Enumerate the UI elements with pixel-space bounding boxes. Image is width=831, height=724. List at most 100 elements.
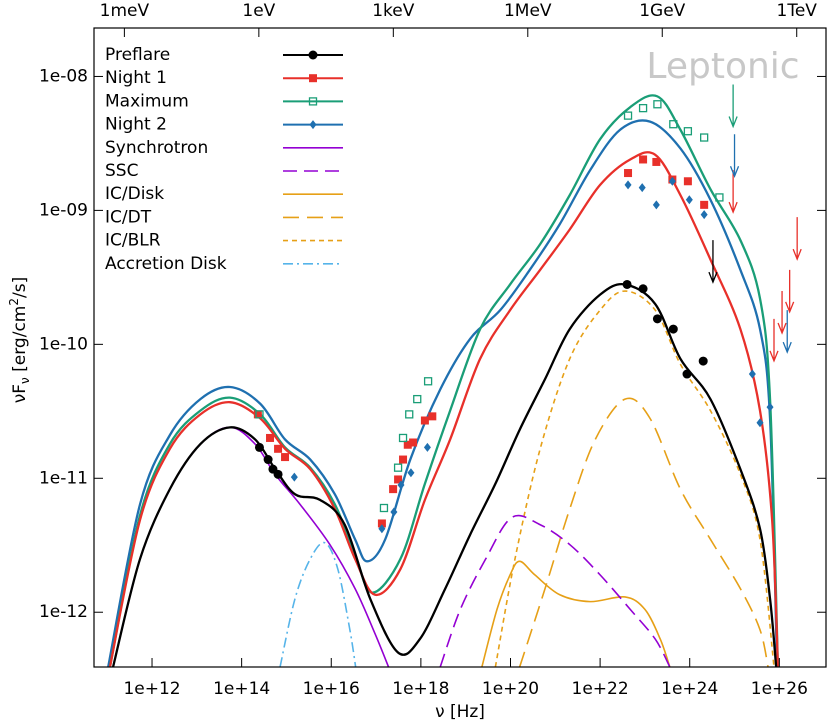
legend-label: Preflare: [105, 45, 170, 65]
legend-item: IC/Disk: [105, 184, 343, 204]
data-point: [756, 418, 764, 428]
data-point: [308, 50, 318, 60]
legend-item: Maximum: [105, 91, 343, 111]
plot-frame: [93, 27, 827, 668]
data-point: [379, 503, 389, 513]
data-point: [623, 111, 633, 120]
y-tick-label: 1e-09: [39, 200, 88, 220]
upper-limit: [785, 269, 795, 314]
data-point: [255, 410, 264, 419]
data-point: [377, 519, 386, 528]
data-point: [624, 180, 632, 190]
data-point: [639, 155, 648, 164]
model-curve: [108, 94, 780, 667]
x2-tick-label: 1meV: [100, 1, 150, 21]
data-point: [281, 453, 290, 462]
y-tick-label: 1e-08: [39, 66, 88, 86]
x-tick-label: 1e+20: [482, 679, 539, 699]
legend-label: IC/Disk: [105, 184, 164, 204]
legend-label: Night 2: [105, 115, 167, 135]
data-point: [266, 433, 275, 442]
data-point: [274, 444, 283, 453]
x-tick-label: 1e+24: [661, 679, 718, 699]
x2-tick-label: 1TeV: [777, 1, 818, 21]
data-point: [766, 402, 774, 412]
upper-limit: [729, 134, 740, 179]
y-label-sub: ν: [18, 377, 32, 384]
data-point: [308, 97, 318, 106]
data-point: [683, 127, 693, 136]
upper-limit: [782, 310, 792, 354]
data-point: [405, 410, 414, 419]
model-curve: [439, 514, 671, 667]
upper-limit: [777, 291, 787, 335]
upper-limit: [708, 240, 718, 284]
legend-label: Synchrotron: [105, 138, 208, 158]
model-curve: [279, 541, 357, 667]
x-tick-label: 1e+26: [751, 679, 808, 699]
legend-item: SSC: [105, 161, 343, 181]
data-point: [652, 314, 662, 324]
data-point: [390, 507, 398, 517]
y-label-part: /s]: [10, 277, 30, 298]
data-point: [309, 120, 317, 130]
data-point: [698, 356, 708, 366]
data-point: [398, 433, 408, 443]
legend-label: SSC: [105, 161, 138, 181]
data-point: [254, 442, 264, 452]
data-point: [413, 394, 422, 404]
upper-limit: [769, 318, 779, 363]
data-point: [273, 469, 283, 479]
data-point: [394, 475, 403, 484]
data-point: [638, 103, 648, 113]
data-point: [253, 410, 262, 419]
data-point: [653, 100, 662, 109]
x-tick-label: 1e+14: [213, 679, 270, 699]
data-point: [700, 133, 709, 142]
legend-label: IC/BLR: [105, 231, 161, 251]
data-point: [423, 442, 431, 452]
plot-area: [107, 84, 802, 667]
legend-label: Accretion Disk: [105, 254, 227, 274]
data-point: [290, 472, 298, 482]
y-tick-label: 1e-12: [39, 602, 88, 622]
data-point: [652, 157, 661, 166]
data-point: [423, 377, 433, 386]
model-curve: [494, 290, 775, 667]
upper-limit: [792, 217, 802, 261]
data-point: [669, 120, 678, 129]
data-point: [715, 193, 724, 202]
x2-tick-label: 1keV: [372, 1, 415, 21]
upper-limit: [728, 170, 738, 214]
data-point: [700, 200, 709, 209]
legend-item: IC/BLR: [105, 231, 343, 251]
data-point: [652, 200, 660, 210]
x2-tick-label: 1GeV: [639, 1, 685, 21]
data-point: [668, 324, 678, 334]
legend-item: Night 2: [105, 115, 343, 135]
data-point: [399, 455, 408, 464]
y-tick-label: 1e-10: [39, 334, 88, 354]
legend-item: Night 1: [105, 68, 343, 88]
x-axis-label: ν [Hz]: [435, 702, 485, 722]
data-point: [389, 485, 398, 494]
data-point: [685, 195, 693, 205]
model-curve: [111, 282, 778, 667]
data-point: [700, 210, 708, 220]
data-point: [409, 438, 418, 447]
data-point: [668, 176, 676, 186]
legend-item: Accretion Disk: [105, 254, 343, 274]
x-tick-label: 1e+18: [392, 679, 449, 699]
y-tick-label: 1e-11: [39, 468, 88, 488]
legend-item: Synchrotron: [105, 138, 343, 158]
x2-tick-label: 1eV: [242, 1, 275, 21]
y-label-part: [erg/cm: [10, 306, 30, 378]
data-point: [748, 369, 756, 379]
data-point: [393, 463, 403, 472]
x2-tick-label: 1MeV: [504, 1, 552, 21]
x-tick-label: 1e+22: [572, 679, 629, 699]
annotation: Leptonic: [646, 46, 799, 87]
legend-label: Night 1: [105, 68, 167, 88]
data-point: [638, 284, 648, 294]
